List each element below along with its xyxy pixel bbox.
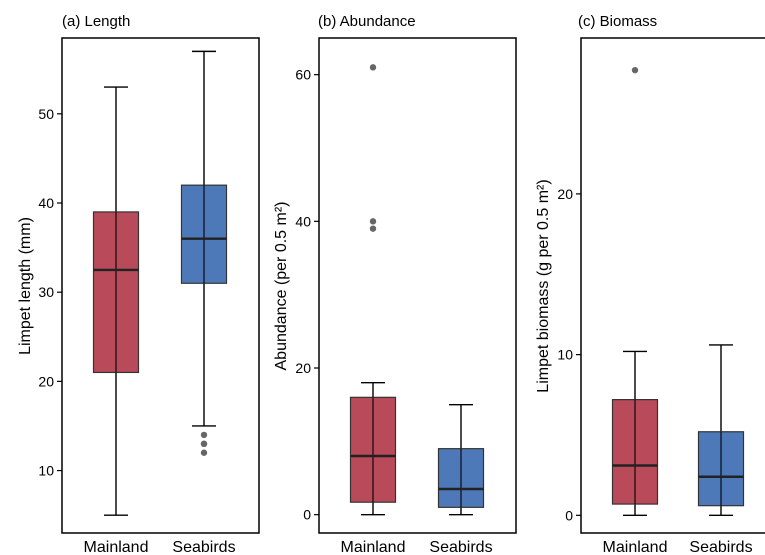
- y-tick-label: 20: [295, 360, 311, 376]
- y-tick-label: 20: [38, 373, 54, 389]
- plot-frame-length: [61, 37, 260, 534]
- panel-title-length: (a) Length: [62, 13, 130, 30]
- y-axis-length: 10 20 30 40 50: [38, 106, 62, 479]
- y-axis-biomass: 0 10 20: [557, 186, 581, 523]
- panel-biomass: (c) Biomass 0 10 20 Limpet biomass (g per …: [535, 13, 765, 555]
- y-tick-label: 0: [303, 507, 311, 523]
- x-tick-label-seabirds: Seabirds: [172, 539, 235, 555]
- x-tick-label-mainland: Mainland: [341, 539, 406, 555]
- outlier-point-mainland: [369, 225, 377, 232]
- y-tick-label: 10: [38, 463, 54, 479]
- outlier-point-seabirds: [200, 449, 208, 456]
- x-tick-label-seabirds: Seabirds: [429, 539, 492, 555]
- y-tick-label: 40: [295, 213, 311, 229]
- outlier-point-mainland: [369, 64, 377, 71]
- y-tick-label: 20: [557, 186, 573, 202]
- y-tick-label: 60: [295, 67, 311, 83]
- outlier-point-seabirds: [200, 440, 208, 448]
- panel-title-abundance: (b) Abundance: [318, 13, 416, 30]
- outlier-point-seabirds: [200, 431, 208, 439]
- panel-title-biomass: (c) Biomass: [578, 13, 657, 30]
- boxes-abundance: [349, 64, 485, 516]
- outlier-point-mainland: [369, 218, 377, 225]
- y-axis-title-length: Limpet length (mm): [17, 217, 34, 355]
- boxes-biomass: [611, 66, 745, 517]
- plot-frame-abundance: [318, 37, 517, 534]
- y-tick-label: 30: [38, 284, 54, 300]
- boxes-length: [92, 50, 228, 516]
- x-tick-label-mainland: Mainland: [603, 539, 668, 555]
- outlier-point-mainland: [631, 66, 639, 74]
- y-tick-label: 40: [38, 195, 54, 211]
- y-axis-title-abundance: Abundance (per 0.5 m²): [273, 202, 290, 371]
- x-tick-label-mainland: Mainland: [84, 539, 149, 555]
- y-tick-label: 10: [557, 347, 573, 363]
- y-axis-abundance: 0 20 40 60: [295, 67, 319, 523]
- x-tick-label-seabirds: Seabirds: [689, 539, 752, 555]
- y-axis-title-biomass: Limpet biomass (g per 0.5 m²): [535, 179, 552, 392]
- plot-frame-biomass: [580, 37, 765, 534]
- panel-length: (a) Length 10 20 30 40 50 Limpet length (mm)…: [17, 13, 260, 555]
- y-tick-label: 50: [38, 106, 54, 122]
- y-tick-label: 0: [565, 507, 573, 523]
- panel-abundance: (b) Abundance 0 20 40 60 Abundance (per 0.5…: [273, 13, 517, 555]
